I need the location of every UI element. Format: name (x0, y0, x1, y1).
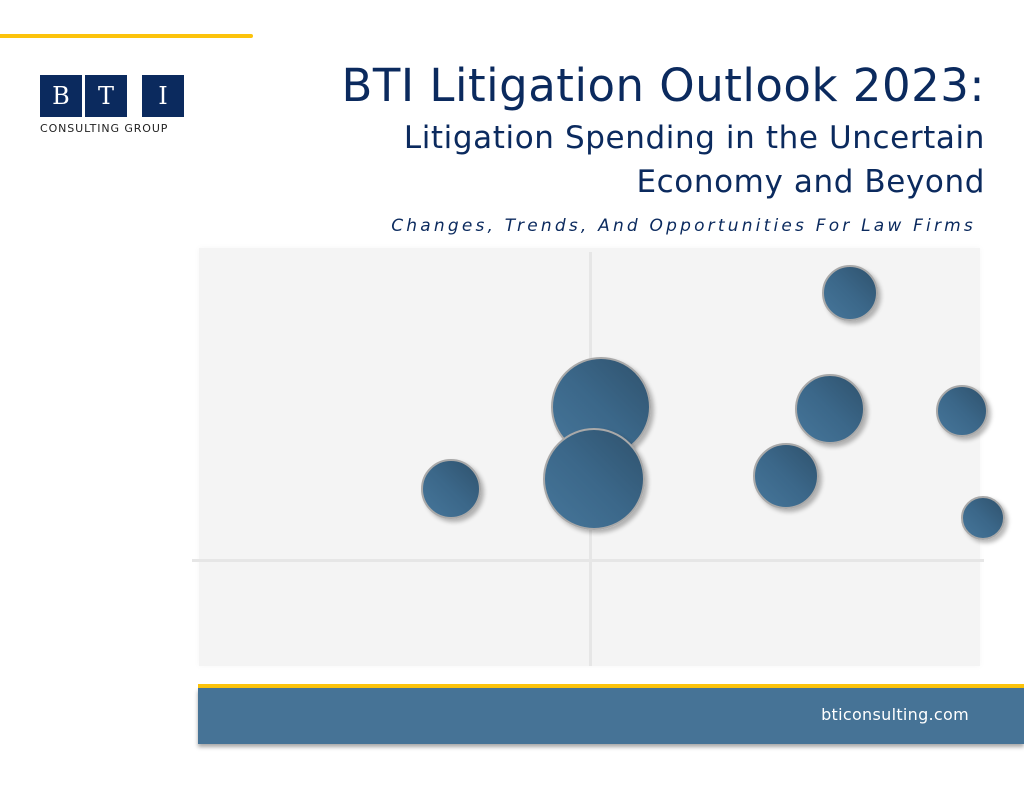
logo-letter-b: B (40, 75, 82, 117)
website-link[interactable]: bticonsulting.com (821, 705, 969, 724)
bubble (543, 428, 645, 530)
page-subtitle-line-1: Litigation Spending in the Uncertain (403, 120, 985, 156)
bubble (822, 265, 878, 321)
horizontal-axis-line (192, 559, 984, 562)
logo-caption: CONSULTING GROUP (40, 122, 169, 135)
logo-letter-boxes: B T I (40, 75, 200, 117)
logo-letter-i: I (142, 75, 184, 117)
bti-logo: B T I CONSULTING GROUP (40, 75, 200, 135)
bubble (795, 374, 865, 444)
banner-accent-rule (198, 684, 1024, 688)
bubble (961, 496, 1005, 540)
bubble (753, 443, 819, 509)
page-title: BTI Litigation Outlook 2023: (341, 59, 985, 112)
top-accent-rule (0, 34, 253, 38)
page-subtitle-line-2: Economy and Beyond (636, 164, 985, 200)
footer-banner: bticonsulting.com (198, 688, 1024, 744)
bubble (421, 459, 481, 519)
title-block: BTI Litigation Outlook 2023: Litigation … (342, 56, 986, 204)
logo-letter-t: T (85, 75, 127, 117)
tagline: Changes, Trends, And Opportunities For L… (391, 216, 976, 236)
bubble (936, 385, 988, 437)
